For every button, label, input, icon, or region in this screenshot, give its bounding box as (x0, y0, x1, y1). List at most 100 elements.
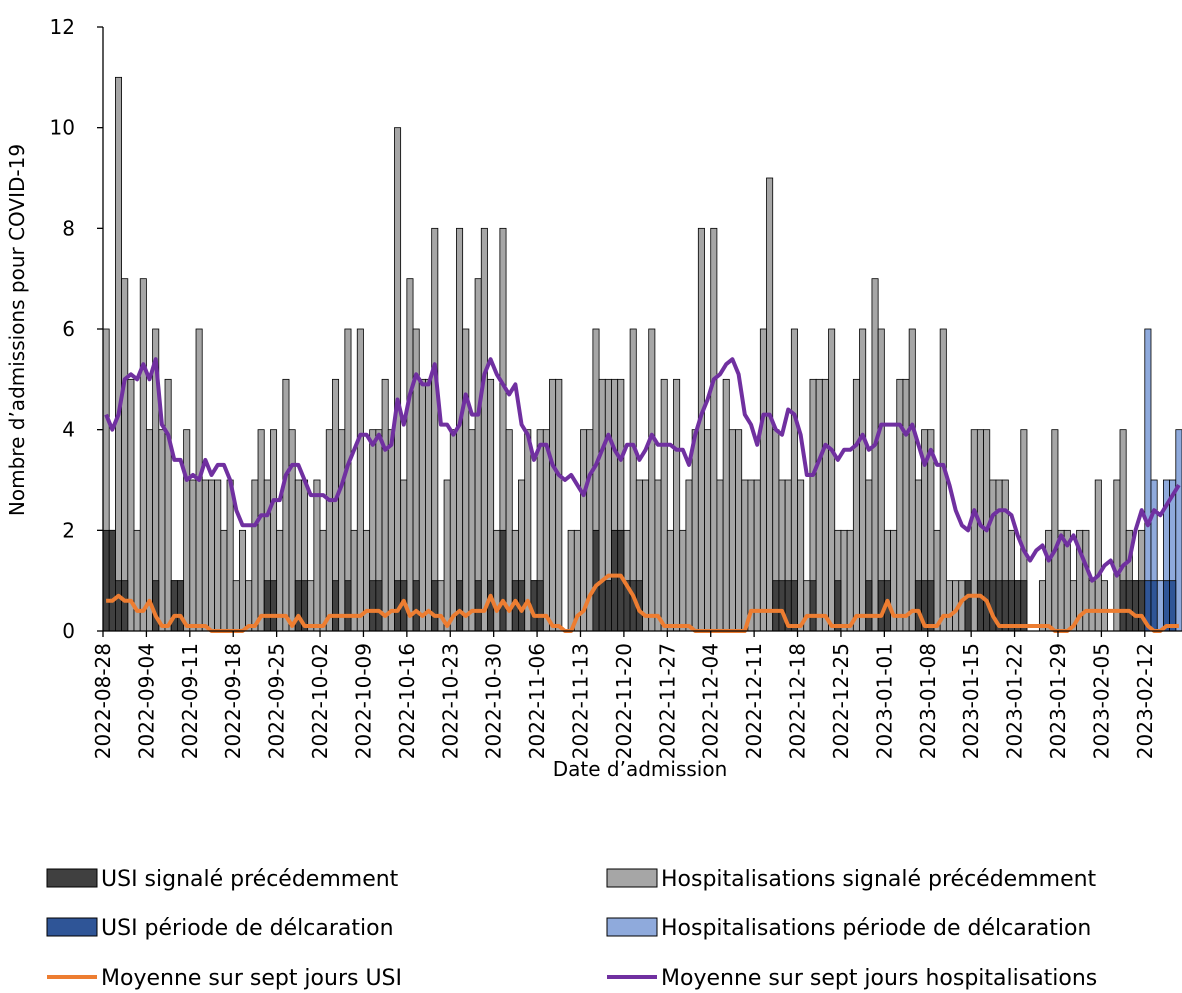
bar (1113, 479, 1121, 632)
bar (232, 580, 240, 632)
bar (828, 328, 836, 632)
bar (611, 529, 619, 632)
x-tick-label: 2022-10-30 (482, 643, 506, 759)
bar (939, 328, 947, 632)
bar (542, 429, 550, 632)
bar (604, 580, 612, 632)
bar (319, 529, 327, 632)
bar (846, 529, 854, 632)
bar (536, 580, 544, 632)
bar (716, 479, 724, 632)
bar (115, 580, 123, 632)
x-tick-label: 2023-01-08 (916, 643, 940, 759)
bar (381, 378, 389, 632)
legend-label: Moyenne sur sept jours USI (101, 966, 402, 991)
bar (139, 278, 147, 632)
x-tick-label: 2022-11-06 (525, 643, 549, 759)
bar (660, 378, 668, 632)
bar (214, 479, 222, 632)
bar (431, 580, 439, 632)
bar (412, 580, 420, 632)
bar (189, 479, 197, 632)
bar (270, 580, 278, 632)
legend-swatch (606, 868, 658, 888)
x-tick-label: 2022-10-09 (351, 643, 375, 759)
bar (598, 580, 606, 632)
bar (555, 378, 563, 632)
bar (679, 529, 687, 632)
bar (456, 580, 464, 632)
bar (1162, 580, 1170, 632)
bar (642, 479, 650, 632)
y-tick-label: 6 (62, 317, 75, 341)
bar (282, 378, 290, 632)
bar (226, 479, 234, 632)
bar (933, 529, 941, 632)
x-tick-label: 2022-09-11 (178, 643, 202, 759)
y-tick-label: 0 (62, 619, 75, 643)
bar (201, 479, 209, 632)
bar (759, 328, 767, 632)
bar (394, 127, 402, 632)
bar (462, 328, 470, 632)
bar (654, 479, 662, 632)
x-tick-label: 2022-11-13 (568, 643, 592, 759)
legend-swatch (46, 868, 98, 888)
bar (871, 278, 879, 632)
bar (753, 479, 761, 632)
bar (815, 378, 823, 632)
bar (821, 378, 829, 632)
x-tick-label: 2022-10-02 (308, 643, 332, 759)
y-tick-label: 10 (50, 116, 75, 140)
bar (406, 278, 414, 632)
bar (673, 378, 681, 632)
bar (666, 529, 674, 632)
x-tick-label: 2022-12-11 (742, 643, 766, 759)
bar (710, 227, 718, 632)
bar (772, 580, 780, 632)
bar (443, 479, 451, 632)
bar (356, 328, 364, 632)
x-tick-label: 2022-12-18 (786, 643, 810, 759)
legend-label: Hospitalisations signalé précédemment (661, 867, 1097, 892)
x-tick-label: 2022-12-25 (829, 643, 853, 759)
bar (338, 429, 346, 632)
bar (425, 378, 433, 632)
bar (549, 378, 557, 632)
bar (1082, 529, 1090, 632)
bar (431, 227, 439, 632)
x-tick-label: 2023-02-05 (1089, 643, 1113, 759)
bar (170, 580, 178, 632)
bar (741, 479, 749, 632)
bar (294, 580, 302, 632)
bar (102, 529, 110, 632)
bar (766, 177, 774, 632)
bar (859, 328, 867, 632)
bar (970, 429, 978, 632)
bar (976, 580, 984, 632)
y-tick-label: 4 (62, 418, 75, 442)
bar (852, 378, 860, 632)
y-axis-label: Nombre d’admissions pour COVID-19 (5, 144, 29, 516)
bar (1001, 580, 1009, 632)
bar (592, 529, 600, 632)
bar (263, 580, 271, 632)
bar (108, 529, 116, 632)
bar (865, 580, 873, 632)
bar (1175, 429, 1182, 632)
bar (1125, 580, 1133, 632)
line-series (104, 357, 1181, 583)
bar (449, 429, 457, 632)
bar (307, 580, 315, 632)
bar (747, 479, 755, 632)
bar (1051, 429, 1059, 632)
bar (1100, 580, 1108, 632)
bar (1094, 479, 1102, 632)
bar (927, 580, 935, 632)
bar (418, 378, 426, 632)
bar (220, 529, 228, 632)
bar (387, 429, 395, 632)
bar (1038, 580, 1046, 632)
y-tick-label: 8 (62, 216, 75, 240)
